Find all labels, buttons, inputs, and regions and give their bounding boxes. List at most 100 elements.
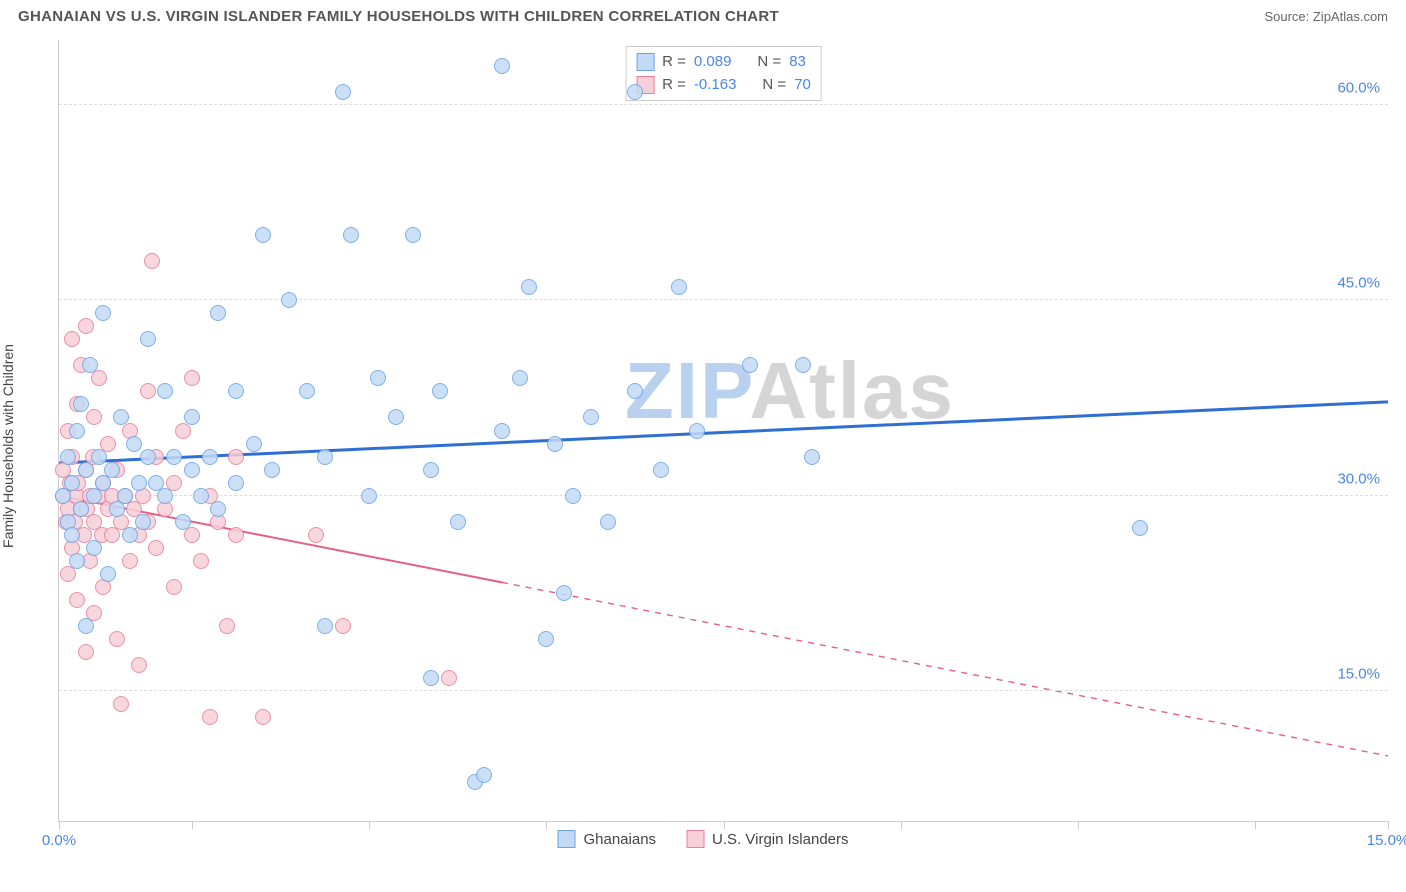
legend-row-series2: R = -0.163 N = 70 — [636, 74, 811, 97]
data-point — [140, 331, 156, 347]
data-point — [804, 449, 820, 465]
data-point — [317, 449, 333, 465]
data-point — [78, 318, 94, 334]
chart-container: Family Households with Children ZIPAtlas… — [18, 40, 1388, 852]
data-point — [210, 501, 226, 517]
data-point — [202, 449, 218, 465]
data-point — [255, 709, 271, 725]
swatch-series2 — [686, 830, 704, 848]
legend-label-series2: U.S. Virgin Islanders — [712, 831, 848, 848]
y-tick-label: 45.0% — [1337, 275, 1380, 292]
data-point — [521, 279, 537, 295]
x-tick — [1078, 821, 1079, 829]
data-point — [795, 357, 811, 373]
x-tick — [192, 821, 193, 829]
data-point — [113, 409, 129, 425]
x-tick — [1388, 821, 1389, 829]
chart-title: GHANAIAN VS U.S. VIRGIN ISLANDER FAMILY … — [18, 8, 779, 25]
data-point — [494, 58, 510, 74]
x-tick — [546, 821, 547, 829]
data-point — [113, 696, 129, 712]
legend-item-series1: Ghanaians — [557, 830, 656, 848]
data-point — [405, 227, 421, 243]
gridline — [59, 299, 1388, 300]
data-point — [140, 383, 156, 399]
swatch-series1 — [557, 830, 575, 848]
data-point — [64, 527, 80, 543]
data-point — [95, 305, 111, 321]
data-point — [335, 84, 351, 100]
scatter-chart: ZIPAtlas R = 0.089 N = 83 R = -0.163 N =… — [58, 40, 1388, 822]
data-point — [184, 462, 200, 478]
data-point — [144, 253, 160, 269]
data-point — [64, 331, 80, 347]
r-value-series2: -0.163 — [694, 74, 737, 97]
data-point — [653, 462, 669, 478]
data-point — [423, 462, 439, 478]
data-point — [184, 409, 200, 425]
data-point — [228, 475, 244, 491]
data-point — [78, 644, 94, 660]
data-point — [69, 553, 85, 569]
data-point — [494, 423, 510, 439]
data-point — [388, 409, 404, 425]
y-tick-label: 30.0% — [1337, 470, 1380, 487]
x-tick — [1255, 821, 1256, 829]
data-point — [82, 357, 98, 373]
data-point — [131, 475, 147, 491]
data-point — [157, 383, 173, 399]
data-point — [335, 618, 351, 634]
data-point — [175, 514, 191, 530]
x-tick-label: 15.0% — [1367, 832, 1406, 849]
data-point — [60, 449, 76, 465]
data-point — [742, 357, 758, 373]
data-point — [281, 292, 297, 308]
data-point — [219, 618, 235, 634]
data-point — [122, 553, 138, 569]
data-point — [157, 488, 173, 504]
data-point — [556, 585, 572, 601]
gridline — [59, 690, 1388, 691]
data-point — [299, 383, 315, 399]
y-axis-label: Family Households with Children — [0, 344, 16, 548]
data-point — [193, 488, 209, 504]
data-point — [600, 514, 616, 530]
r-label: R = — [662, 74, 686, 97]
y-tick-label: 15.0% — [1337, 665, 1380, 682]
data-point — [126, 436, 142, 452]
data-point — [538, 631, 554, 647]
data-point — [64, 475, 80, 491]
r-value-series1: 0.089 — [694, 51, 732, 74]
data-point — [131, 657, 147, 673]
data-point — [441, 670, 457, 686]
x-tick — [369, 821, 370, 829]
data-point — [184, 527, 200, 543]
data-point — [671, 279, 687, 295]
data-point — [78, 462, 94, 478]
data-point — [264, 462, 280, 478]
data-point — [166, 579, 182, 595]
data-point — [166, 449, 182, 465]
data-point — [583, 409, 599, 425]
trend-lines — [59, 40, 1388, 821]
x-tick-label: 0.0% — [42, 832, 76, 849]
source-label: Source: ZipAtlas.com — [1264, 9, 1388, 24]
data-point — [86, 409, 102, 425]
data-point — [627, 383, 643, 399]
legend-row-series1: R = 0.089 N = 83 — [636, 51, 811, 74]
watermark: ZIPAtlas — [625, 345, 955, 437]
watermark-part-b: Atlas — [749, 346, 955, 435]
data-point — [565, 488, 581, 504]
data-point — [228, 383, 244, 399]
data-point — [202, 709, 218, 725]
data-point — [228, 527, 244, 543]
legend-label-series1: Ghanaians — [583, 831, 656, 848]
data-point — [122, 527, 138, 543]
r-label: R = — [662, 51, 686, 74]
gridline — [59, 104, 1388, 105]
series-legend: Ghanaians U.S. Virgin Islanders — [557, 830, 848, 848]
data-point — [148, 540, 164, 556]
data-point — [547, 436, 563, 452]
data-point — [193, 553, 209, 569]
x-tick — [724, 821, 725, 829]
